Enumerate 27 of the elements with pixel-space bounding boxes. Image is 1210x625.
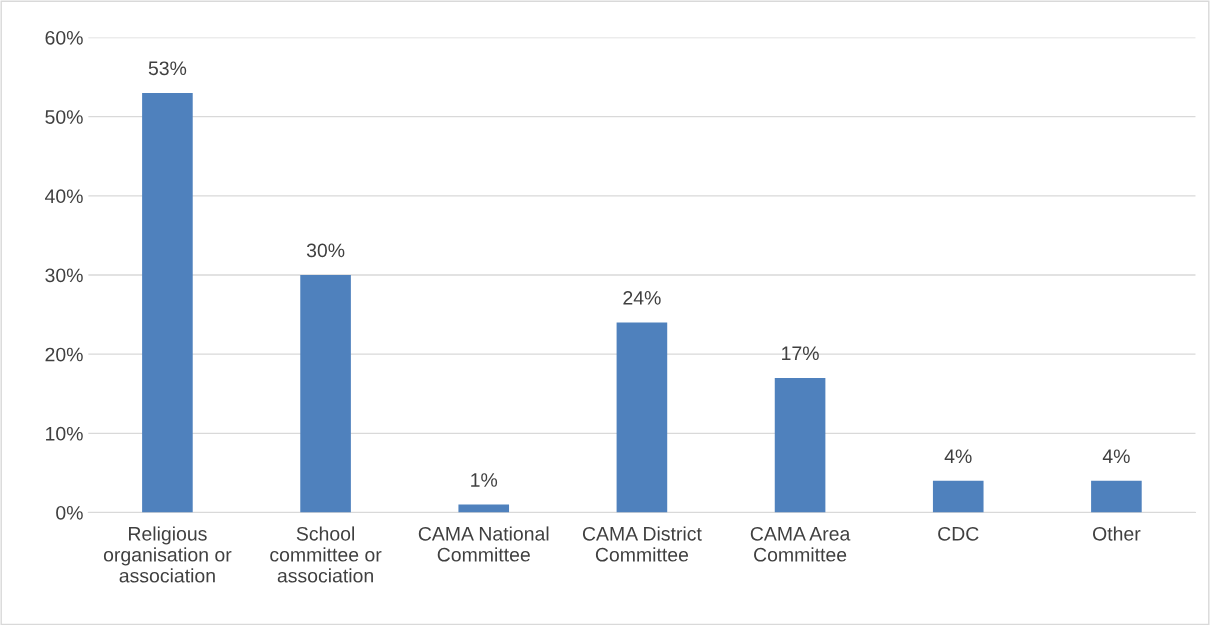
data-label: 30% [306, 243, 345, 258]
data-label: 53% [148, 61, 187, 76]
data-label: 4% [944, 449, 972, 464]
bar [616, 322, 668, 513]
y-tick-label: 10% [46, 426, 83, 441]
x-tick-label: School committee or association [270, 526, 382, 583]
y-tick-label: 0% [56, 505, 83, 520]
y-tick-label: 50% [45, 110, 83, 124]
x-tick-label: CAMA National Committee [418, 526, 549, 562]
x-tick-label: CDC [938, 526, 979, 541]
data-label: 17% [782, 346, 819, 361]
x-tick-label: CAMA District Committee [582, 526, 702, 562]
data-label: 4% [1102, 449, 1130, 464]
bar [932, 480, 984, 513]
x-tick-label: Other [1093, 526, 1141, 541]
data-label: 1% [471, 473, 498, 487]
bar [1091, 480, 1142, 513]
bar [142, 92, 193, 513]
x-tick-label: Religious organisation or association [103, 526, 232, 583]
y-tick-label: 20% [45, 347, 83, 362]
bar [774, 377, 826, 513]
x-tick-label: CAMA Area Committee [750, 526, 851, 562]
y-tick-label: 30% [45, 268, 83, 283]
y-tick-label: 40% [45, 189, 83, 204]
data-label: 24% [623, 291, 661, 305]
y-tick-label: 60% [45, 30, 83, 45]
bar [300, 275, 351, 513]
